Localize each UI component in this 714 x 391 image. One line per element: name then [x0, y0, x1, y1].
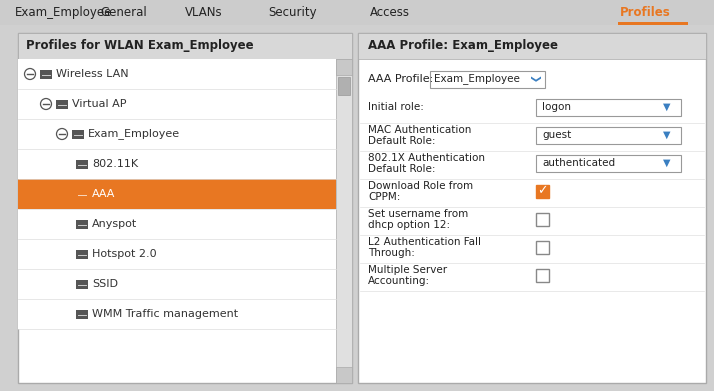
Circle shape	[24, 68, 36, 79]
Bar	[338, 77, 350, 95]
Text: Access: Access	[370, 6, 410, 19]
Text: Anyspot: Anyspot	[92, 219, 137, 229]
Bar	[536, 269, 549, 282]
Text: AAA: AAA	[92, 189, 116, 199]
Text: Exam_Employee: Exam_Employee	[434, 74, 520, 84]
Bar	[536, 99, 681, 115]
Bar	[18, 179, 336, 209]
Bar	[618, 22, 688, 25]
Text: ▼: ▼	[663, 102, 670, 112]
Bar	[18, 149, 336, 179]
Bar	[76, 249, 88, 258]
Text: ▼: ▼	[663, 130, 670, 140]
Text: VLANs: VLANs	[185, 6, 223, 19]
Text: Security: Security	[268, 6, 316, 19]
Bar	[18, 33, 352, 383]
Bar	[18, 59, 336, 89]
Text: Default Role:: Default Role:	[368, 136, 436, 146]
Bar	[336, 59, 352, 383]
Bar	[536, 154, 681, 172]
Bar	[536, 240, 549, 253]
Bar	[72, 129, 77, 133]
Text: WMM Traffic management: WMM Traffic management	[92, 309, 238, 319]
Text: 802.1X Authentication: 802.1X Authentication	[368, 153, 485, 163]
Bar	[18, 269, 336, 299]
Text: Accounting:: Accounting:	[368, 276, 430, 286]
Text: 802.11K: 802.11K	[92, 159, 138, 169]
Bar	[536, 212, 549, 226]
Bar	[336, 59, 352, 75]
Text: Hotspot 2.0: Hotspot 2.0	[92, 249, 156, 259]
Text: CPPM:: CPPM:	[368, 192, 401, 202]
Text: AAA Profile: Exam_Employee: AAA Profile: Exam_Employee	[368, 39, 558, 52]
Text: Set username from: Set username from	[368, 209, 468, 219]
Text: Multiple Server: Multiple Server	[368, 265, 447, 275]
Bar	[336, 367, 352, 383]
Bar	[76, 310, 81, 312]
Bar	[76, 280, 81, 283]
Bar	[40, 70, 45, 72]
Bar	[536, 127, 681, 143]
Bar	[18, 239, 336, 269]
Circle shape	[41, 99, 51, 109]
Bar	[76, 249, 81, 253]
Text: Wireless LAN: Wireless LAN	[56, 69, 129, 79]
Text: L2 Authentication Fall: L2 Authentication Fall	[368, 237, 481, 247]
Bar	[76, 190, 88, 199]
Bar	[76, 219, 81, 222]
Bar	[358, 33, 706, 59]
Bar	[0, 0, 714, 25]
Text: AAA Profile:: AAA Profile:	[368, 74, 433, 84]
Bar	[18, 299, 336, 329]
Bar	[76, 160, 88, 169]
Text: MAC Authentication: MAC Authentication	[368, 125, 471, 135]
Text: Default Role:: Default Role:	[368, 164, 436, 174]
Bar	[56, 99, 61, 102]
Text: Initial role:: Initial role:	[368, 102, 424, 112]
Text: SSID: SSID	[92, 279, 118, 289]
Bar	[536, 185, 549, 197]
Text: ❯: ❯	[529, 75, 539, 83]
Text: guest: guest	[542, 130, 571, 140]
Text: ✓: ✓	[537, 185, 548, 197]
Bar	[40, 70, 52, 79]
Text: General: General	[100, 6, 147, 19]
Bar	[76, 280, 88, 289]
Bar	[76, 310, 88, 319]
Text: Through:: Through:	[368, 248, 415, 258]
Text: ▼: ▼	[663, 158, 670, 168]
Bar	[18, 89, 336, 119]
Text: Exam_Employee: Exam_Employee	[15, 6, 112, 19]
Text: Profiles: Profiles	[620, 6, 670, 19]
Circle shape	[56, 129, 68, 140]
Bar	[76, 190, 81, 192]
Bar	[56, 99, 68, 108]
Bar	[18, 33, 352, 59]
Bar	[76, 160, 81, 163]
Bar	[18, 209, 336, 239]
Text: authenticated: authenticated	[542, 158, 615, 168]
Text: Exam_Employee: Exam_Employee	[88, 129, 180, 140]
Text: Profiles for WLAN Exam_Employee: Profiles for WLAN Exam_Employee	[26, 39, 253, 52]
Text: dhcp option 12:: dhcp option 12:	[368, 220, 450, 230]
Bar	[358, 33, 706, 383]
Bar	[18, 119, 336, 149]
Text: Download Role from: Download Role from	[368, 181, 473, 191]
Text: Virtual AP: Virtual AP	[72, 99, 126, 109]
Bar	[430, 71, 545, 88]
Bar	[72, 129, 84, 138]
Bar	[76, 219, 88, 228]
Text: logon: logon	[542, 102, 571, 112]
